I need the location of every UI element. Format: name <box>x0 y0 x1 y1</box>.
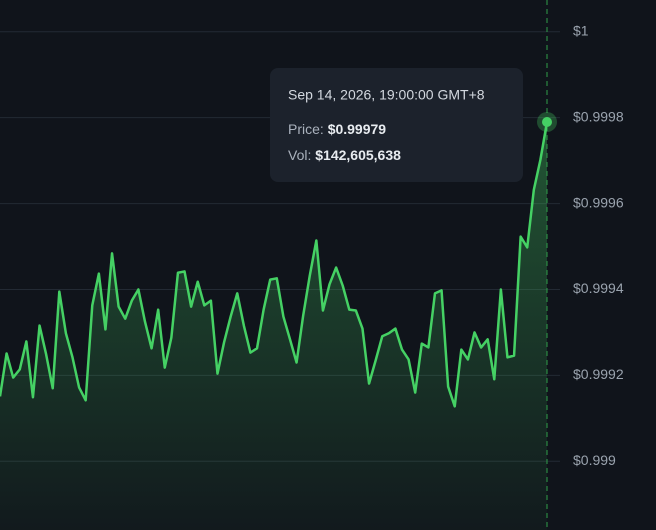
tooltip-box <box>270 68 523 182</box>
y-tick-label: $0.9992 <box>573 366 624 382</box>
hover-point <box>542 116 552 127</box>
y-tick-label: $0.999 <box>573 452 616 468</box>
vol-label: Vol: <box>288 147 311 163</box>
y-tick-label: $0.9994 <box>573 280 624 296</box>
tooltip-date: Sep 14, 2026, 19:00:00 GMT+8 <box>288 87 485 103</box>
y-tick-label: $1 <box>573 22 589 38</box>
price-line <box>0 121 549 408</box>
vol-value: $142,605,638 <box>315 147 401 163</box>
y-tick-label: $0.9996 <box>573 194 624 210</box>
y-tick-label: $0.9998 <box>573 108 624 124</box>
area <box>0 121 547 530</box>
price-value: $0.99979 <box>328 121 387 137</box>
tooltip-vol: Vol: $142,605,638 <box>288 147 401 163</box>
tooltip-price: Price: $0.99979 <box>288 121 386 137</box>
tooltip: Sep 14, 2026, 19:00:00 GMT+8 Price: $0.9… <box>270 68 523 182</box>
price-label: Price: <box>288 121 324 137</box>
